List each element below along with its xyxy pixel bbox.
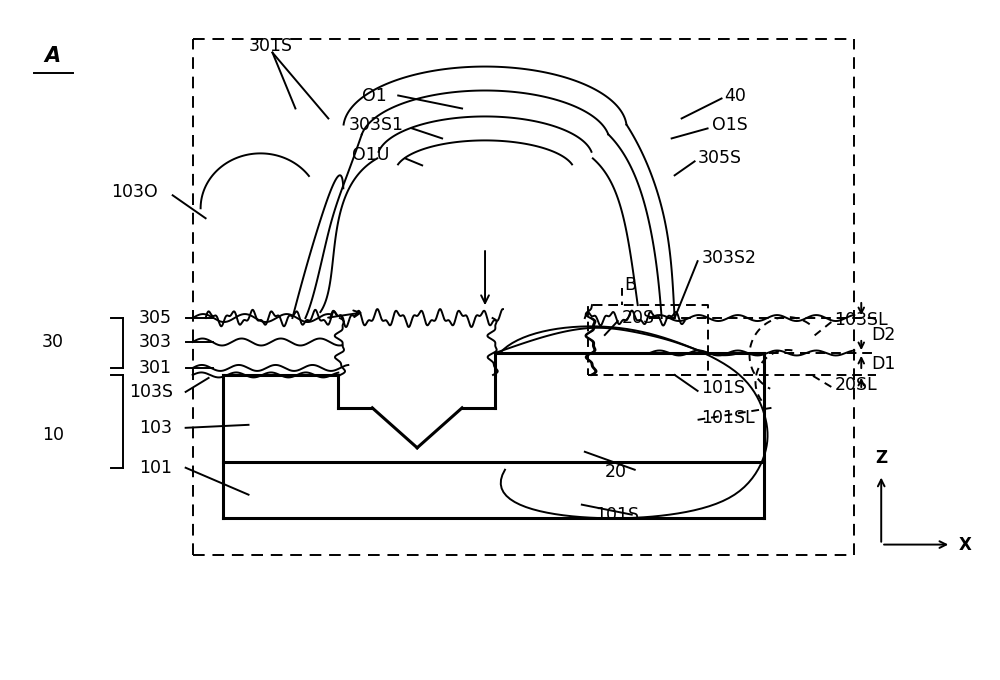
Text: 303: 303	[139, 333, 172, 351]
Text: 101S: 101S	[702, 379, 746, 397]
Text: 30: 30	[42, 333, 64, 351]
Text: X: X	[959, 536, 972, 554]
Text: 20SL: 20SL	[834, 376, 877, 394]
Text: 103: 103	[139, 419, 172, 437]
Text: 103O: 103O	[111, 184, 158, 201]
Text: D2: D2	[871, 326, 896, 344]
Text: 305: 305	[139, 309, 172, 327]
Text: 301S: 301S	[249, 37, 293, 54]
Text: 101: 101	[139, 459, 172, 477]
Text: 303S2: 303S2	[702, 249, 757, 267]
Text: A: A	[45, 46, 61, 65]
Text: 40: 40	[725, 86, 746, 105]
Text: O1S: O1S	[712, 116, 747, 135]
Text: O1U: O1U	[352, 146, 390, 165]
Text: 20: 20	[605, 462, 627, 481]
Text: D1: D1	[871, 355, 896, 373]
Text: 305S: 305S	[698, 150, 742, 167]
Text: 301: 301	[139, 359, 172, 377]
Text: 103S: 103S	[129, 383, 173, 401]
Text: 103SL: 103SL	[834, 311, 888, 329]
Text: 20S: 20S	[622, 309, 655, 327]
Text: Z: Z	[875, 449, 887, 466]
Text: 10: 10	[42, 426, 64, 444]
Text: O1: O1	[362, 86, 387, 105]
Text: 303S1: 303S1	[348, 116, 403, 135]
Text: B: B	[625, 276, 637, 294]
Text: 101S: 101S	[595, 506, 639, 524]
Text: 101SL: 101SL	[702, 409, 755, 427]
